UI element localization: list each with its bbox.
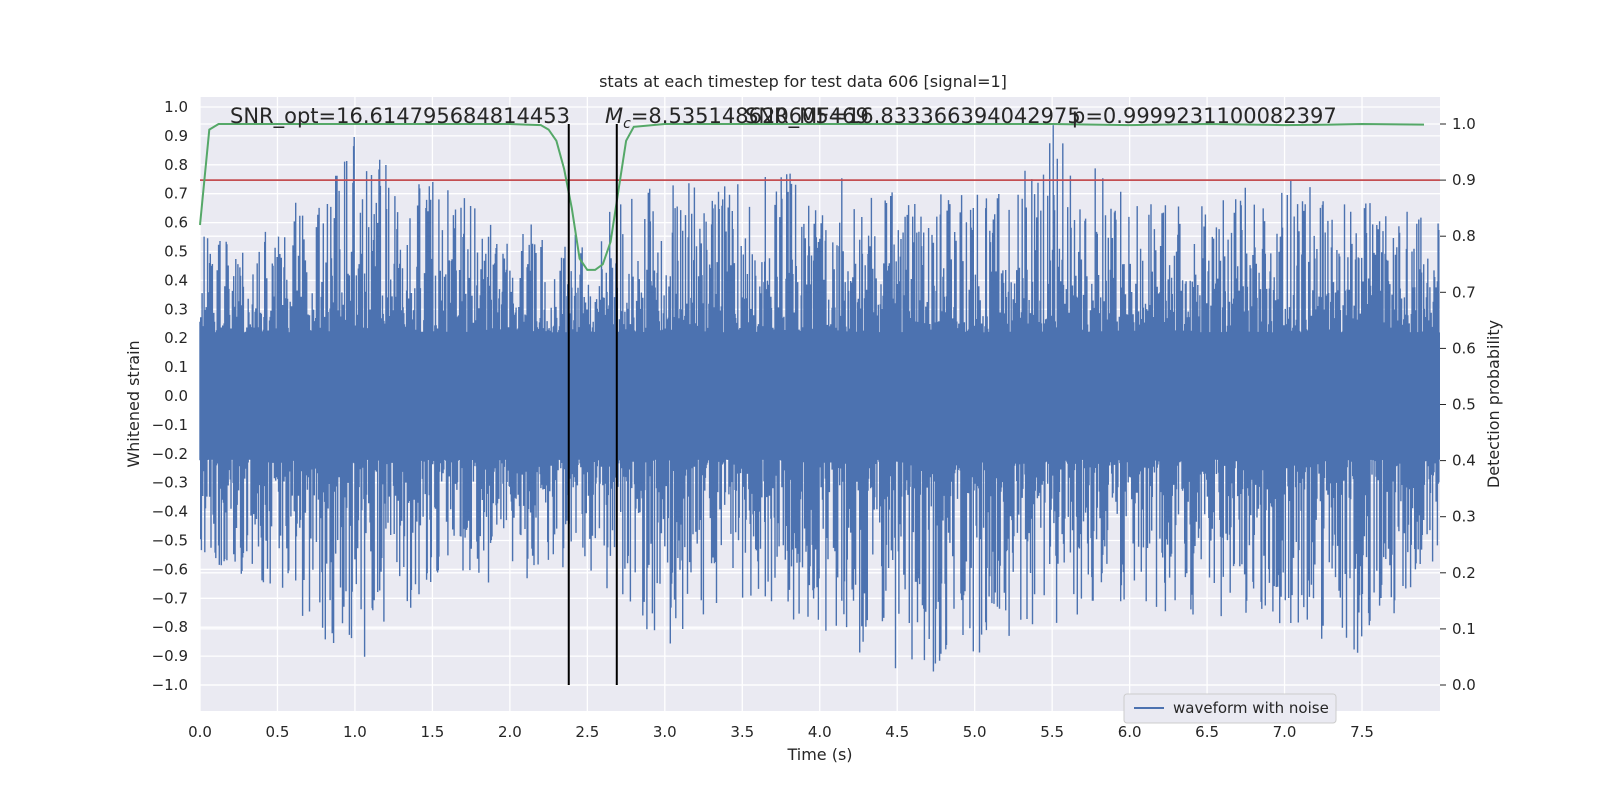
x-tick-label: 4.0	[808, 723, 832, 741]
axes: 0.0 0.5 1.0 1.5 2.0 2.5 3.0 3.5 4.0 4.5 5.0 5.5 6.0 6…	[152, 98, 1476, 741]
y-left-tick-label: 0.5	[164, 243, 188, 261]
y-right-tick-label: 0.3	[1452, 508, 1476, 526]
y-right-tick-label: 0.8	[1452, 227, 1476, 245]
y-right-tick-label: 0.5	[1452, 396, 1476, 414]
y-right-tick-label: 0.7	[1452, 283, 1476, 301]
x-tick-label: 6.0	[1118, 723, 1142, 741]
waveform-core	[200, 332, 1440, 460]
x-tick-label: 7.5	[1350, 723, 1374, 741]
y-right-tick-label: 0.9	[1452, 171, 1476, 189]
y-right-tick-label: 0.0	[1452, 676, 1476, 694]
y-right-tick-label: 0.1	[1452, 620, 1476, 638]
x-tick-label: 1.5	[420, 723, 444, 741]
y-left-tick-label: −0.2	[152, 445, 188, 463]
legend-box	[1123, 693, 1337, 724]
annotation-chirp-mass-subscript: c	[623, 116, 631, 132]
y-left-tick-label: 0.0	[164, 387, 188, 405]
y-left-tick-label: −0.7	[152, 589, 188, 607]
annotation-chirp-mass-value: =8.535148620605469	[631, 104, 869, 128]
annotation-chirp-mass-symbol: M	[605, 104, 623, 128]
y-left-tick-label: 0.2	[164, 329, 188, 347]
x-tick-label: 0.0	[188, 723, 212, 741]
x-tick-label: 7.0	[1273, 723, 1297, 741]
x-tick-label: 6.5	[1195, 723, 1219, 741]
chart-title: stats at each timestep for test data 606…	[599, 72, 1007, 91]
y-left-tick-label: 0.8	[164, 156, 188, 174]
y-left-tick-label: 1.0	[164, 98, 188, 116]
annotation-p-value: p=0.9999231100082397	[1072, 104, 1337, 128]
y-left-tick-label: 0.9	[164, 127, 188, 145]
detection-probability-line	[199, 122, 1425, 271]
legend-entry-waveform: waveform with noise	[1173, 699, 1329, 717]
x-tick-label: 3.0	[653, 723, 677, 741]
legend: waveform with noise	[1123, 693, 1337, 724]
y-left-tick-label: 0.1	[164, 358, 188, 376]
y-axis-label-right: Detection probability	[1484, 320, 1503, 488]
y-left-tick-label: 0.6	[164, 214, 188, 232]
annotation-chirp-mass: Mc=8.535148620605469	[605, 104, 869, 132]
overlay-lines	[199, 122, 1440, 685]
y-left-tick-label: 0.4	[164, 271, 188, 289]
y-left-tick-label: −0.8	[152, 618, 188, 636]
y-left-tick-label: −0.9	[152, 647, 188, 665]
y-right-tick-label: 0.4	[1452, 452, 1476, 470]
x-tick-label: 0.5	[266, 723, 290, 741]
x-tick-label: 2.0	[498, 723, 522, 741]
x-axis-label: Time (s)	[786, 745, 852, 764]
y-left-tick-label: −0.5	[152, 532, 188, 550]
y-left-tick-label: −0.4	[152, 503, 188, 521]
y-left-tick-label: −1.0	[152, 676, 188, 694]
y-left-tick-label: 0.3	[164, 300, 188, 318]
annotation-snr-opt: SNR_opt=16.614795684814453	[230, 104, 570, 129]
x-tick-label: 5.0	[963, 723, 987, 741]
x-tick-label: 2.5	[575, 723, 599, 741]
annotation-snr-mf: SNR_MF=16.833366394042975	[745, 104, 1081, 129]
x-tick-label: 1.0	[343, 723, 367, 741]
y-left-tick-label: −0.1	[152, 416, 188, 434]
x-tick-label: 5.5	[1040, 723, 1064, 741]
x-tick-label: 4.5	[885, 723, 909, 741]
y-right-tick-label: 1.0	[1452, 115, 1476, 133]
y-right-tick-label: 0.2	[1452, 564, 1476, 582]
y-axis-label-left: Whitened strain	[124, 340, 143, 467]
y-left-tick-label: −0.3	[152, 474, 188, 492]
y-left-tick-label: −0.6	[152, 560, 188, 578]
annotations: SNR_opt=16.614795684814453 Mc=8.53514862…	[230, 104, 1337, 132]
waveform-with-noise-series	[199, 125, 1440, 672]
y-right-tick-label: 0.6	[1452, 339, 1476, 357]
x-tick-label: 3.5	[730, 723, 754, 741]
y-left-tick-label: 0.7	[164, 185, 188, 203]
